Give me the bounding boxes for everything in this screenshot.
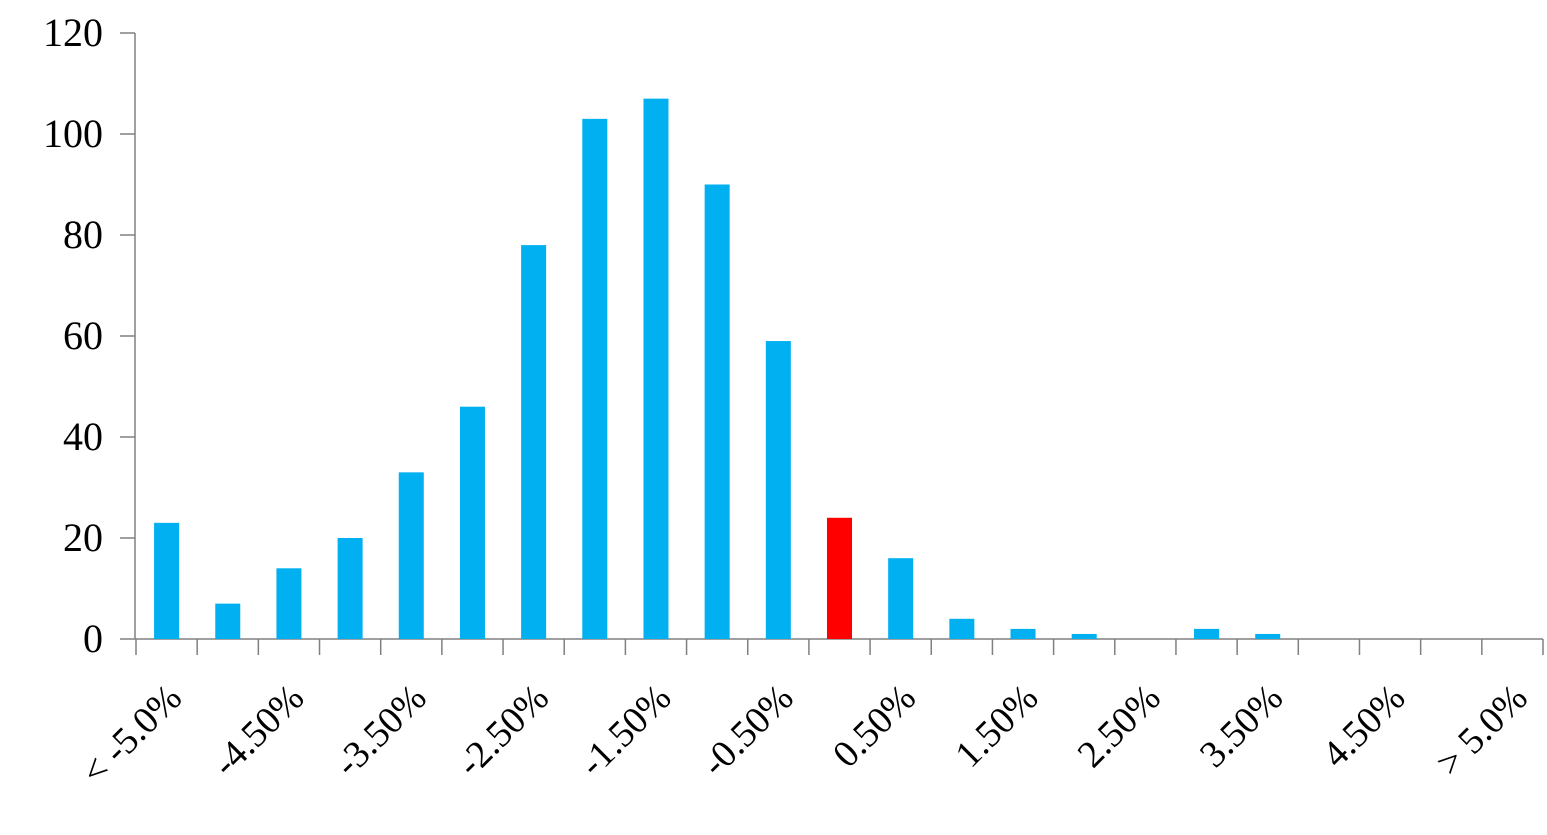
bars <box>154 98 1281 640</box>
y-tick-label: 80 <box>63 212 103 257</box>
bar-highlight <box>827 517 852 639</box>
bar <box>154 522 180 639</box>
x-tick-label: 4.50% <box>1314 677 1413 776</box>
y-tick-label: 40 <box>63 414 103 459</box>
x-tick-label: < -5.0% <box>73 677 189 793</box>
x-tick-label: 1.50% <box>947 677 1046 776</box>
bar <box>337 538 363 639</box>
bar <box>215 603 241 639</box>
x-axis <box>135 638 1544 655</box>
x-tick-label: > 5.0% <box>1428 677 1536 785</box>
x-tick-labels: < -5.0% -4.50% -3.50% -2.50% -1.50% -0.50% 0.5… <box>73 677 1535 793</box>
x-tick-label: -0.50% <box>694 677 802 785</box>
bar <box>521 245 547 639</box>
x-tick-label: -1.50% <box>571 677 679 785</box>
x-tick-label: -3.50% <box>327 677 435 785</box>
y-tick-label: 60 <box>63 313 103 358</box>
bar <box>643 98 669 639</box>
bar <box>1010 628 1036 639</box>
bar <box>765 341 791 639</box>
y-tick-label: 120 <box>43 10 103 55</box>
bar <box>459 406 485 639</box>
bar <box>888 558 914 639</box>
bar <box>1194 628 1220 639</box>
y-axis: 0 20 40 60 80 100 120 <box>43 10 136 661</box>
bar <box>398 472 424 639</box>
y-tick-label: 20 <box>63 515 103 560</box>
y-tick-label: 0 <box>83 616 103 661</box>
x-tick-label: -2.50% <box>449 677 557 785</box>
bar <box>582 118 608 640</box>
bar <box>1071 633 1097 639</box>
x-tick-label: -4.50% <box>204 677 312 785</box>
bar <box>1255 633 1281 639</box>
bar <box>276 568 302 639</box>
y-tick-label: 100 <box>43 111 103 156</box>
x-tick-label: 3.50% <box>1192 677 1291 776</box>
x-tick-label: 0.50% <box>825 677 924 776</box>
x-tick-label: 2.50% <box>1070 677 1169 776</box>
bar <box>949 618 975 639</box>
bar <box>704 184 730 639</box>
